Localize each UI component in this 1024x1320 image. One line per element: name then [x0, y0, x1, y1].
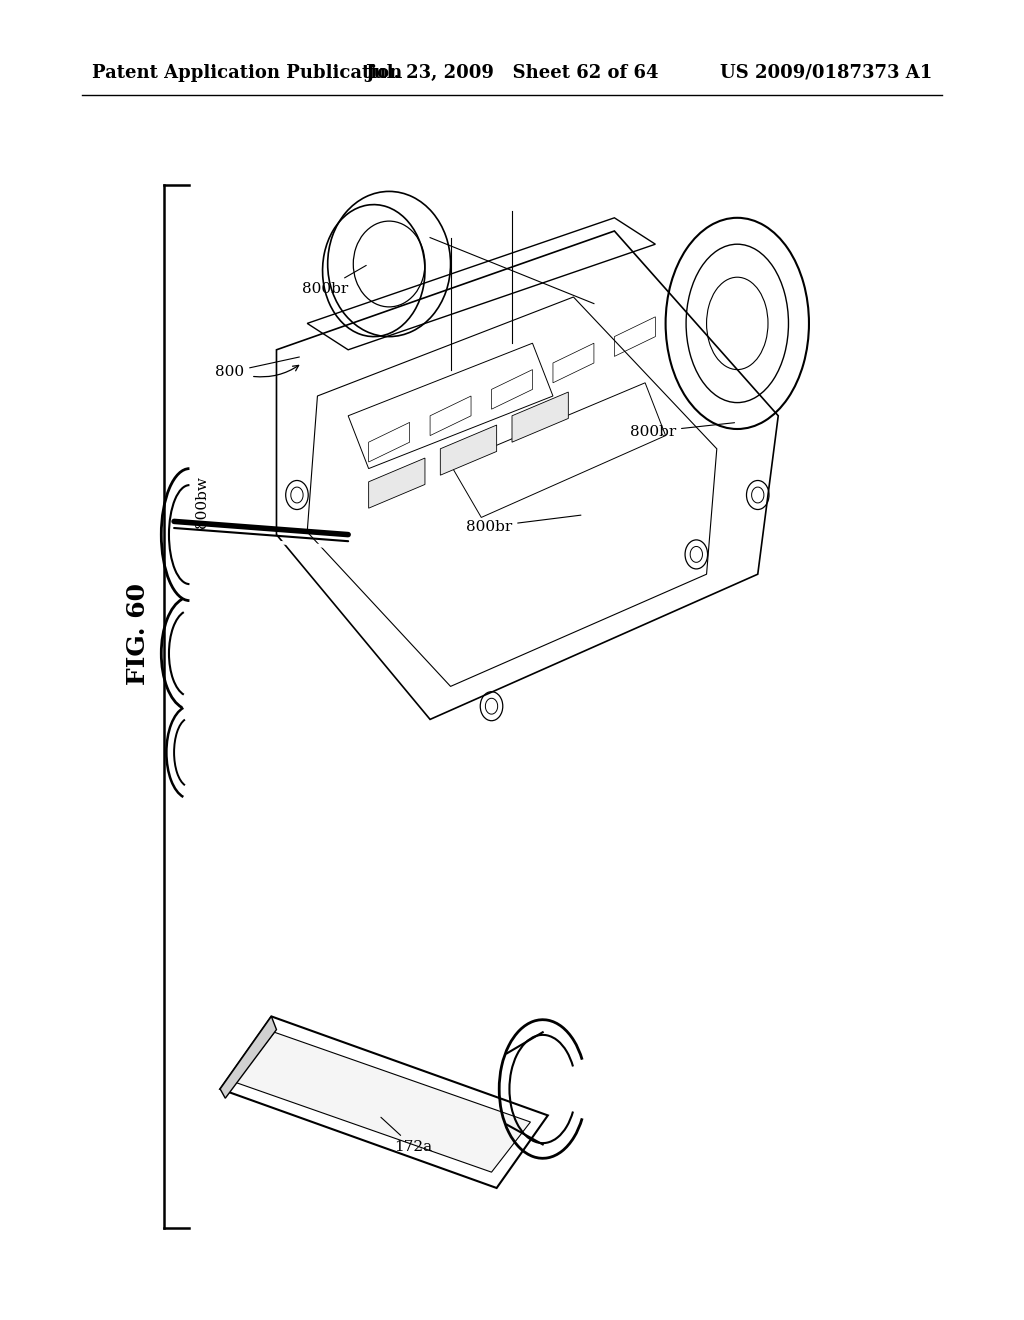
- Polygon shape: [369, 458, 425, 508]
- Text: 800br: 800br: [630, 422, 734, 438]
- Text: 172a: 172a: [381, 1117, 432, 1154]
- Text: Patent Application Publication: Patent Application Publication: [92, 63, 402, 82]
- Polygon shape: [236, 1032, 530, 1172]
- Text: US 2009/0187373 A1: US 2009/0187373 A1: [720, 63, 932, 82]
- Polygon shape: [512, 392, 568, 442]
- Text: 800bw: 800bw: [195, 475, 209, 528]
- Text: 800br: 800br: [466, 515, 581, 533]
- Polygon shape: [440, 425, 497, 475]
- Text: Jul. 23, 2009   Sheet 62 of 64: Jul. 23, 2009 Sheet 62 of 64: [366, 63, 658, 82]
- Text: FIG. 60: FIG. 60: [126, 582, 151, 685]
- Text: 800br: 800br: [302, 265, 367, 296]
- Polygon shape: [220, 1016, 276, 1098]
- Text: 800: 800: [215, 356, 299, 379]
